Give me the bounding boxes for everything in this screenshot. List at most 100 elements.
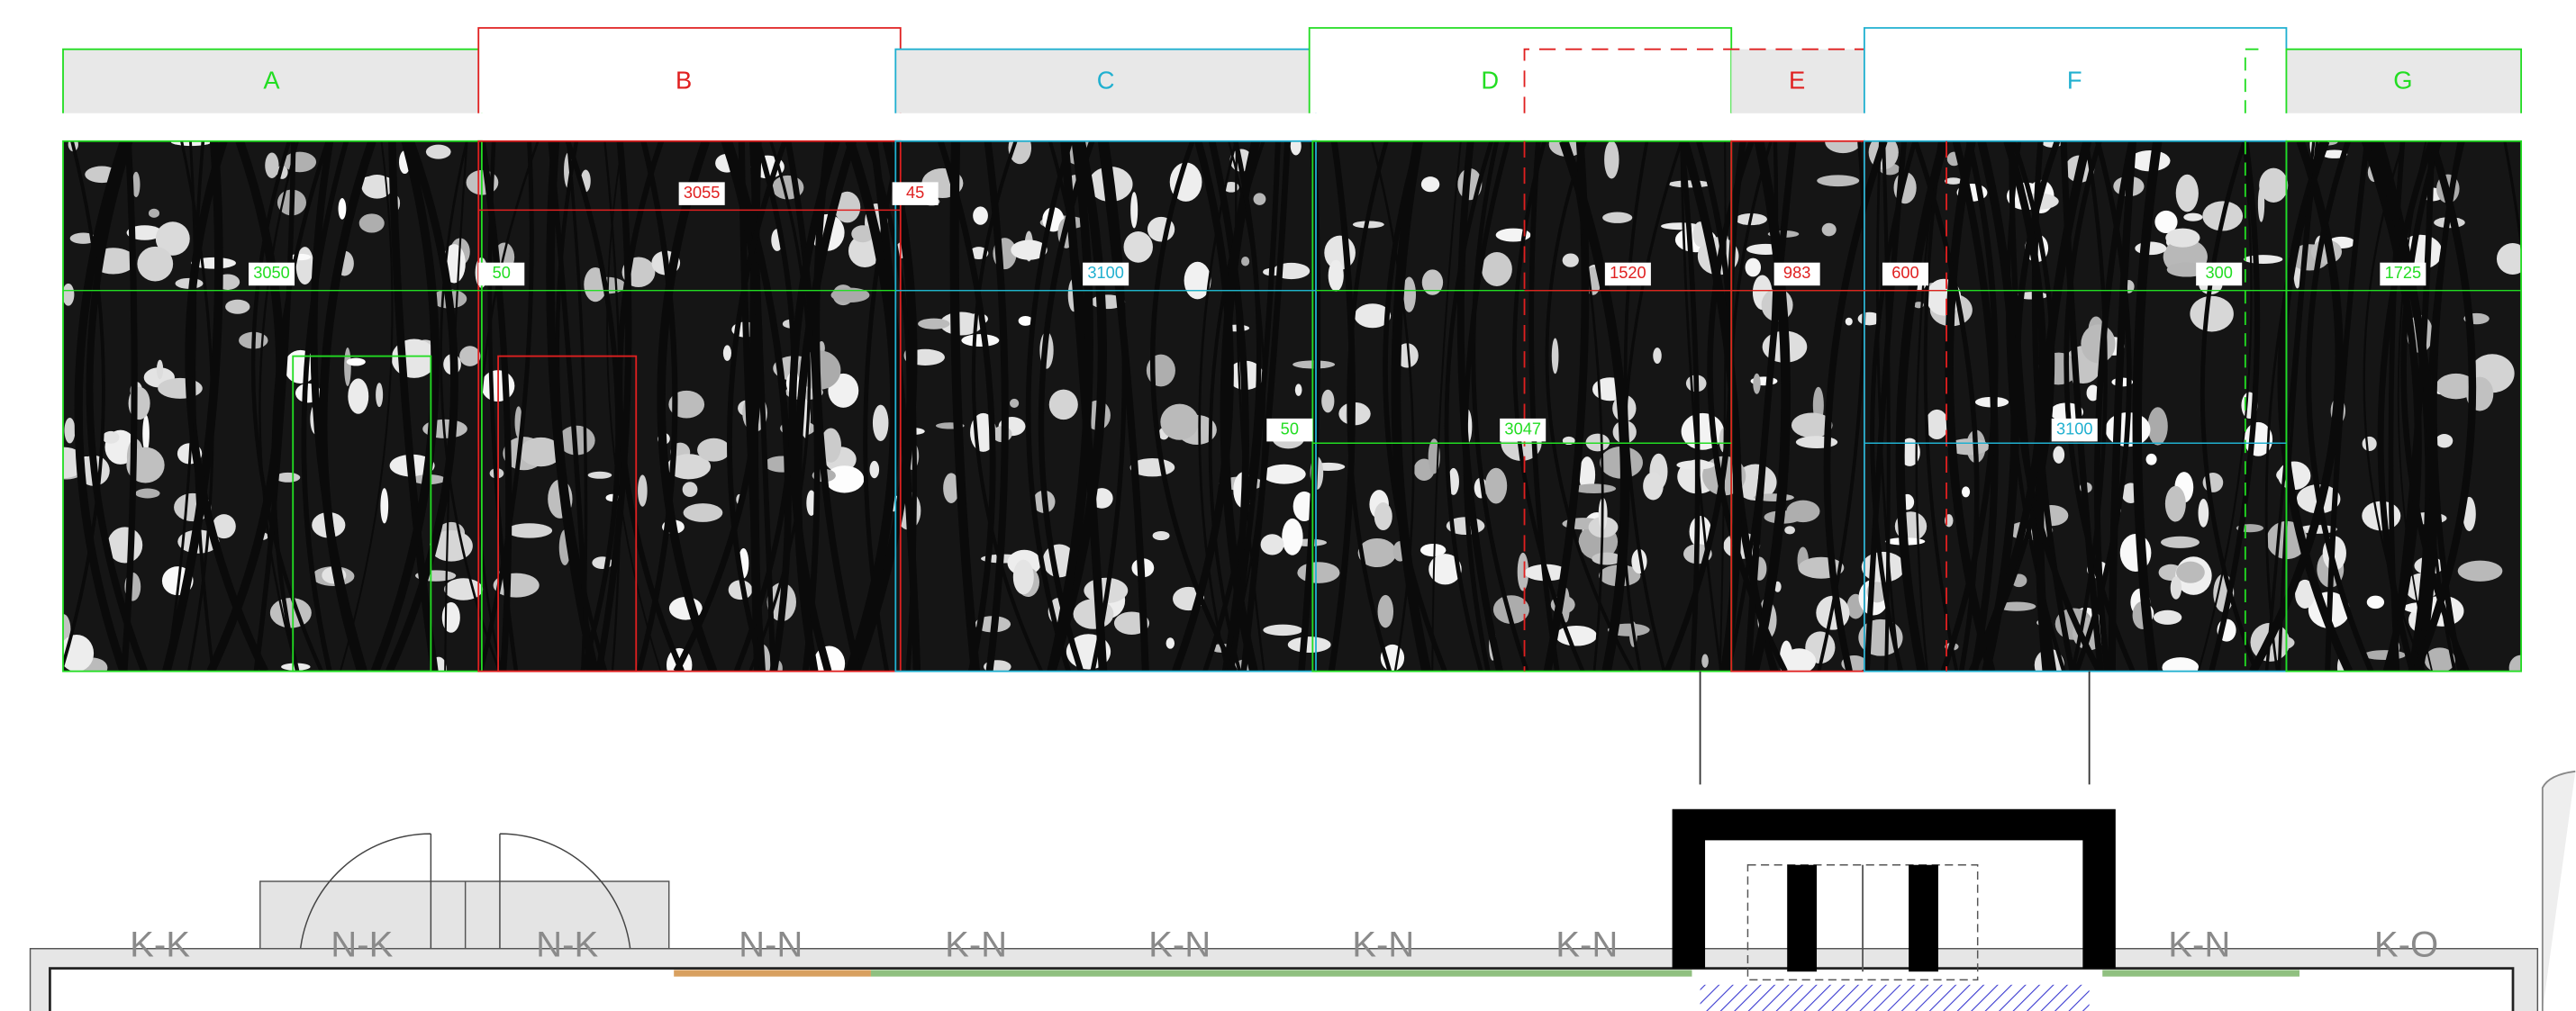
photo-blob [137,246,174,282]
dimension-box [1083,262,1129,286]
photo-blob [132,171,141,198]
photo-blob [722,345,731,361]
photo-branch [2071,140,2108,672]
photo-blob [682,482,698,498]
dimension-box [478,262,525,286]
photo-blob [156,359,164,380]
photo-blob [683,503,723,522]
photo-branch [749,140,776,672]
photo-blob [1562,253,1579,267]
photo-blob [1420,176,1440,193]
photo-blob [973,206,988,225]
photo-branch [2009,140,2057,672]
wall-label: K-N [1352,925,1414,964]
photo-branch [121,140,138,672]
photo-blob [1290,140,1302,156]
photo-branch [1621,140,1683,672]
photo-blob [2435,373,2476,400]
photo-blob [2457,560,2503,582]
wall-label: K-N [1148,925,1211,964]
photo-branch [673,140,763,672]
photo-branch [1940,140,1999,672]
photo-blob [346,357,366,366]
photo-branch [319,140,376,672]
photo-blob [638,474,648,507]
photo-blob [1328,259,1344,292]
photo-blob [2362,436,2377,451]
photo-blob [1653,348,1662,364]
photo-blob [918,318,950,329]
photo-blob [1123,231,1153,263]
photo-branch [2361,140,2422,672]
photo-blob [869,460,880,479]
photo-blob [1018,315,1033,326]
wall-label: N-K [331,925,393,964]
photo-branch [949,140,980,672]
wall-label: N-N [739,925,803,964]
photo-branch [192,140,215,672]
photo-branch [1968,140,2047,672]
photo-blob [126,225,163,240]
photo-blob [2164,485,2186,522]
photo-blob [1753,373,1761,394]
photo-branch [301,140,349,672]
photo [63,140,2522,672]
photo-branch [2060,140,2104,672]
photo-branch [2264,140,2316,672]
photo-blob [1484,467,1508,504]
header-tabs [62,27,2523,113]
photo-branch [2209,140,2261,672]
photo-blob [275,472,301,483]
photo-branch [1471,140,1529,672]
photo-branch [548,140,592,672]
photo-branch [1566,140,1604,672]
photo-blob [1643,472,1664,501]
photo-blob [1602,212,1633,223]
dimension-box [2380,262,2426,286]
photo-blob [338,198,347,220]
dimension-box [2196,262,2243,286]
panel-label: A [263,66,280,94]
photo-blob [519,437,563,467]
panel-label: D [1481,66,1499,94]
photo-branch [2503,140,2522,255]
photo-blob [265,152,279,178]
photo-blob [1845,317,1853,326]
photo-blob [2081,324,2116,364]
photo-blob [212,514,236,539]
photo-blob [872,404,889,442]
dimension-label: 50 [493,263,511,282]
photo-branch [748,140,812,672]
photo-blob [2176,561,2205,583]
photo-blob [63,634,95,672]
photo-branch [2412,140,2477,672]
panel-label: B [676,66,692,94]
photo-blob [102,430,120,444]
photo-blob [425,144,451,159]
photo-branch [1240,140,1291,672]
photo-branch [1025,140,1074,672]
photo-blob [587,471,612,479]
photo-blob [851,225,875,243]
photo-blob [135,488,160,499]
plan [29,671,2576,1011]
photo-branch [476,140,540,672]
photo-blob [1321,389,1335,413]
photo-branch [984,140,1009,672]
photo-blob [1556,625,1598,646]
photo-branch [2377,140,2435,672]
photo-branch [162,140,223,672]
panel-label: G [2393,66,2412,94]
photo-branch [2200,140,2259,672]
photo-blob [1821,222,1837,237]
photo-blob [1166,637,1175,649]
photo-blob [2259,167,2289,203]
photo-blob [1130,192,1138,229]
dimension-box [1882,262,1928,286]
photo-branch [74,140,129,672]
photo-branch [440,140,501,672]
dimension-box [1500,418,1547,442]
photo-branch [2305,140,2374,672]
photo-blob [2198,499,2209,528]
photo-blob [1817,175,1860,187]
